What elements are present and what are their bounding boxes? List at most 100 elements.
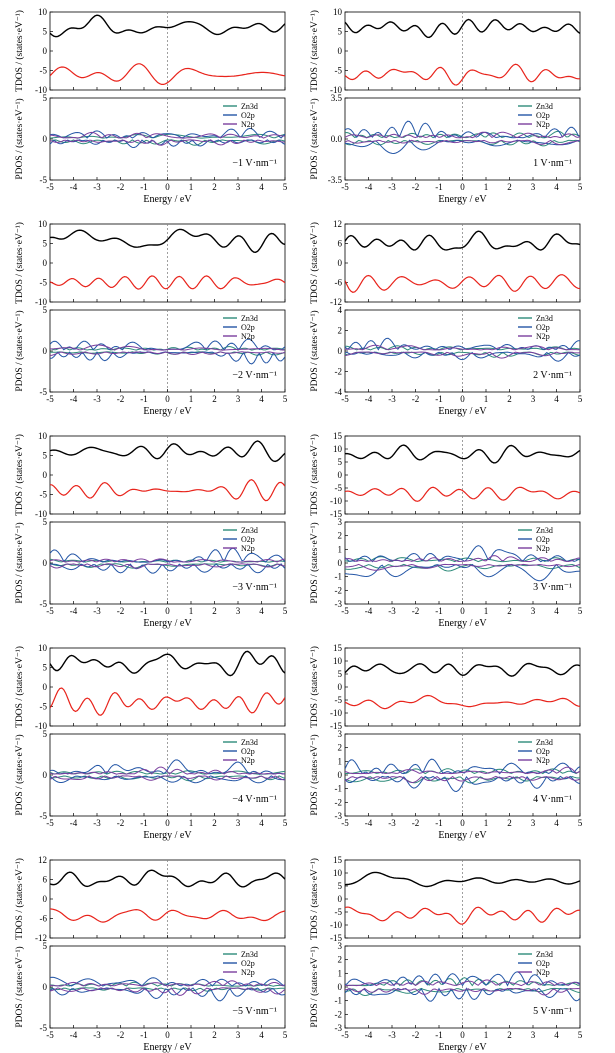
xtick-label: -1: [435, 1030, 443, 1040]
tdos-ytick-label: 0: [338, 894, 343, 904]
tdos-ytick-label: 0: [43, 46, 48, 56]
tdos-ytick-label: -5: [40, 278, 48, 288]
pdos-ytick-label: -1: [335, 784, 343, 794]
xtick-label: 4: [554, 818, 559, 828]
tdos-y-axis-label: TDOS / (states·eV⁻¹): [14, 646, 25, 728]
pdos-ytick-label: -3: [335, 599, 343, 609]
tdos-ytick-label: -5: [335, 483, 343, 493]
pdos-ytick-label: 3.5: [331, 93, 343, 103]
xtick-label: 0: [460, 394, 465, 404]
pdos-o2p-up-line: [345, 545, 580, 563]
legend-label-o2p: O2p: [241, 535, 255, 544]
xtick-label: 4: [259, 394, 264, 404]
pdos-ytick-label: -2: [335, 585, 343, 595]
xtick-label: -4: [365, 394, 373, 404]
tdos-ytick-label: 5: [338, 27, 343, 37]
tdos-ytick-label: 0: [43, 258, 48, 268]
pdos-ytick-label: 0.0: [331, 134, 343, 144]
xtick-label: 1: [484, 182, 489, 192]
tdos-ytick-label: 10: [333, 7, 343, 17]
pdos-ytick-label: -3.5: [328, 175, 343, 185]
tdos-ytick-label: -5: [335, 66, 343, 76]
xtick-label: -3: [388, 606, 396, 616]
xtick-label: -1: [435, 182, 443, 192]
legend-label-zn3d: Zn3d: [241, 738, 258, 747]
xtick-label: 2: [212, 818, 217, 828]
tdos-spin-down-line: [50, 275, 285, 290]
pdos-y-axis-label: PDOS / (states·eV⁻¹): [14, 522, 25, 603]
tdos-ytick-label: 5: [338, 669, 343, 679]
xtick-label: -5: [46, 1030, 54, 1040]
legend-label-n2p: N2p: [241, 968, 255, 977]
pdos-y-axis-label: PDOS / (states·eV⁻¹): [309, 98, 320, 179]
xtick-label: -3: [93, 606, 101, 616]
tdos-spin-up-line: [345, 18, 580, 39]
xtick-label: 1: [484, 394, 489, 404]
pdos-o2p-down-line: [345, 987, 580, 1002]
xtick-label: 4: [259, 818, 264, 828]
pdos-ytick-label: 3: [338, 729, 343, 739]
tdos-ytick-label: -10: [330, 708, 342, 718]
pdos-ytick-label: 5: [43, 93, 48, 103]
pdos-o2p-up-line: [345, 971, 580, 987]
legend-label-o2p: O2p: [241, 747, 255, 756]
legend-label-o2p: O2p: [241, 959, 255, 968]
tdos-spin-up-line: [50, 440, 285, 463]
tdos-y-axis-label: TDOS / (states·eV⁻¹): [14, 858, 25, 940]
x-axis-label: Energy / eV: [143, 406, 192, 417]
pdos-ytick-label: 5: [43, 941, 48, 951]
pdos-n2p-down-line: [50, 351, 285, 356]
legend-label-zn3d: Zn3d: [536, 102, 553, 111]
pdos-ytick-label: -5: [40, 175, 48, 185]
pdos-n2p-up-line: [50, 980, 285, 987]
xtick-label: -2: [412, 606, 420, 616]
pdos-n2p-up-line: [345, 131, 580, 139]
tdos-ytick-label: -10: [330, 920, 342, 930]
pdos-ytick-label: 3: [338, 517, 343, 527]
field-label: −4 V·nm⁻¹: [232, 794, 277, 805]
tdos-spin-down-line: [50, 479, 285, 502]
pdos-ytick-label: -5: [40, 599, 48, 609]
pdos-ytick-label: 1: [338, 756, 343, 766]
xtick-label: 3: [236, 606, 241, 616]
pdos-ytick-label: -3: [335, 811, 343, 821]
xtick-label: 4: [259, 606, 264, 616]
legend-label-n2p: N2p: [536, 120, 550, 129]
xtick-label: -2: [117, 182, 125, 192]
xtick-label: 5: [283, 818, 288, 828]
tdos-ytick-label: 10: [38, 219, 48, 229]
legend-label-n2p: N2p: [536, 968, 550, 977]
xtick-label: 5: [283, 606, 288, 616]
xtick-label: -1: [140, 182, 148, 192]
legend-label-zn3d: Zn3d: [241, 102, 258, 111]
pdos-n2p-down-line: [345, 563, 580, 571]
xtick-label: 3: [236, 818, 241, 828]
tdos-ytick-label: -6: [40, 914, 48, 924]
xtick-label: -2: [117, 394, 125, 404]
xtick-label: 0: [165, 1030, 170, 1040]
xtick-label: -4: [365, 1030, 373, 1040]
pdos-ytick-label: 2: [338, 326, 343, 336]
xtick-label: -3: [93, 1030, 101, 1040]
x-axis-label: Energy / eV: [143, 194, 192, 205]
tdos-y-axis-label: TDOS / (states·eV⁻¹): [309, 858, 320, 940]
xtick-label: 3: [531, 818, 536, 828]
pdos-zn3d-up-line: [345, 977, 580, 987]
pdos-ytick-label: 0: [338, 770, 343, 780]
tdos-ytick-label: 15: [333, 855, 343, 865]
xtick-label: 1: [189, 1030, 194, 1040]
xtick-label: 0: [165, 818, 170, 828]
xtick-label: 4: [554, 394, 559, 404]
xtick-label: 3: [236, 394, 241, 404]
tdos-ytick-label: 5: [43, 239, 48, 249]
x-axis-label: Energy / eV: [143, 1042, 192, 1053]
tdos-ytick-label: -10: [330, 85, 342, 95]
tdos-ytick-label: -10: [35, 509, 47, 519]
pdos-ytick-label: 3: [338, 941, 343, 951]
xtick-label: -4: [365, 182, 373, 192]
